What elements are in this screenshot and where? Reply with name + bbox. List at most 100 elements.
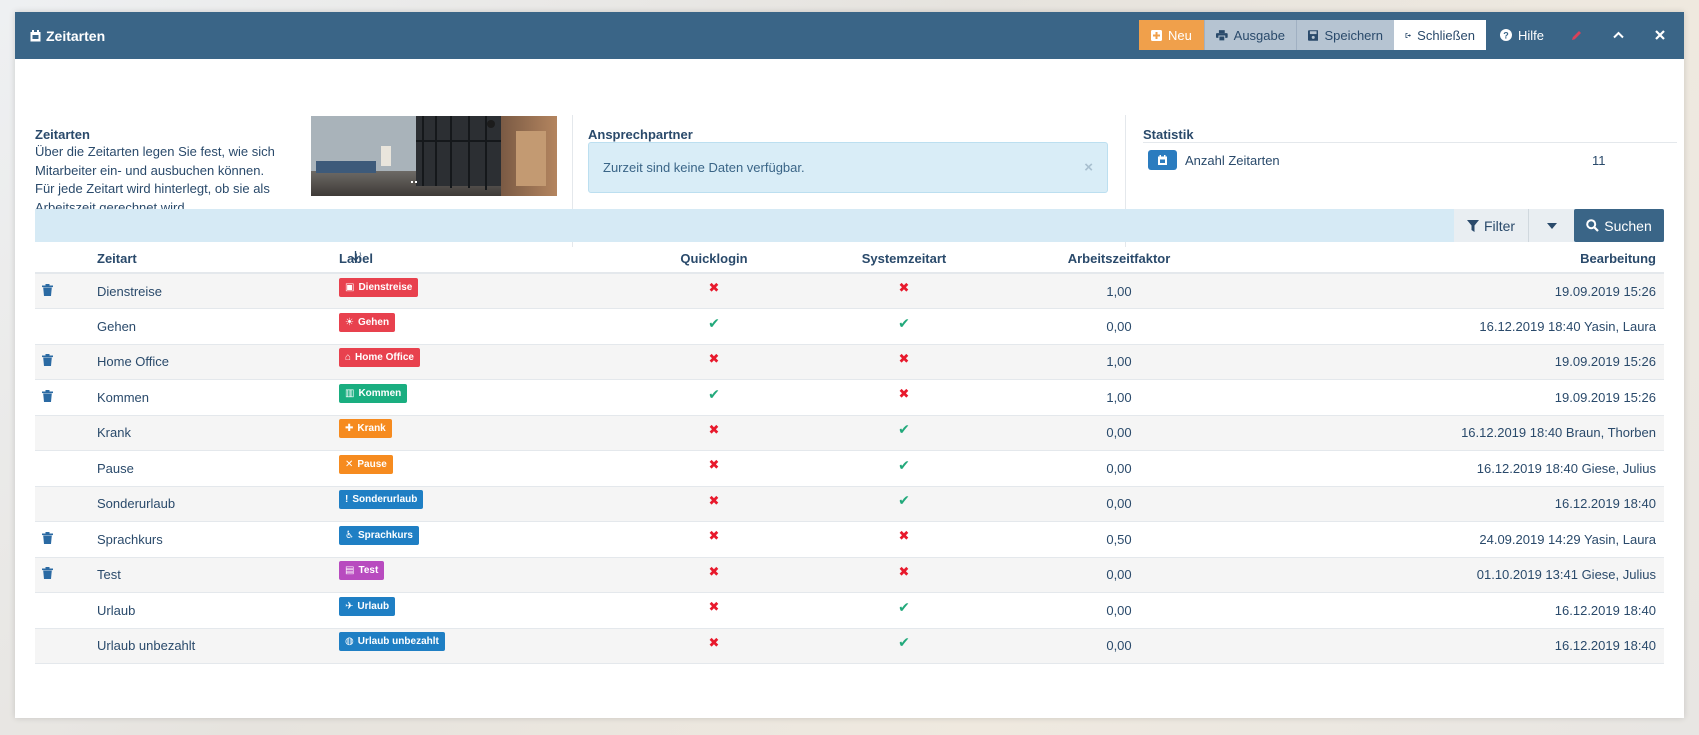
actions-cell — [35, 308, 97, 345]
trash-icon[interactable] — [42, 389, 53, 405]
check-icon: ✔ — [708, 314, 720, 331]
zeitart-cell: Kommen — [97, 379, 339, 416]
check-icon: ✔ — [708, 385, 720, 402]
zeitart-cell: Urlaub unbezahlt — [97, 628, 339, 664]
header-label[interactable]: Label — [339, 245, 619, 274]
table-row[interactable]: Kommen ▥ Kommen ✔ ✖ 1,00 19.09.2019 15:26 — [35, 379, 1664, 416]
table-row[interactable]: Test ▤ Test ✖ ✖ 0,00 01.10.2019 13:41 Giese, J… — [35, 557, 1664, 593]
quicklogin-cell: ✔ — [619, 308, 809, 345]
id-card-icon: ▤ — [345, 565, 355, 577]
quicklogin-cell: ✖ — [619, 273, 809, 309]
table-row[interactable]: Urlaub ✈ Urlaub ✖ ✔ 0,00 16.12.2019 18:40 — [35, 592, 1664, 629]
cross-icon: ✖ — [708, 350, 720, 366]
cross-icon: ✖ — [708, 563, 720, 579]
systemzeitart-cell: ✔ — [809, 308, 999, 345]
sign-out-icon — [1405, 32, 1411, 38]
filter-button[interactable]: Filter — [1454, 209, 1529, 242]
quicklogin-cell: ✖ — [619, 415, 809, 451]
cutlery-icon: ✕ — [345, 458, 354, 470]
table-row[interactable]: Pause ✕ Pause ✖ ✔ 0,00 16.12.2019 18:40 Giese,… — [35, 450, 1664, 487]
cross-icon: ✖ — [898, 386, 910, 402]
close-button[interactable] — [1642, 20, 1684, 50]
systemzeitart-cell: ✖ — [809, 557, 999, 593]
systemzeitart-cell: ✔ — [809, 592, 999, 629]
systemzeitart-cell: ✖ — [809, 521, 999, 558]
trash-icon[interactable] — [42, 531, 53, 547]
actions-cell — [35, 415, 97, 451]
table-row[interactable]: Home Office ⌂ Home Office ✖ ✖ 1,00 19.09.2019 … — [35, 344, 1664, 380]
arbeitszeitfaktor-cell: 0,50 — [999, 521, 1239, 558]
pencil-icon — [1571, 30, 1581, 40]
header-arbeitszeitfaktor[interactable]: Arbeitszeitfaktor — [999, 245, 1239, 274]
header-bearbeitung[interactable]: Bearbeitung — [1239, 245, 1664, 274]
actions-cell — [35, 557, 97, 593]
quicklogin-cell: ✖ — [619, 486, 809, 522]
bearbeitung-cell: 01.10.2019 13:41 Giese, Julius — [1239, 557, 1664, 593]
cross-icon: ✖ — [898, 280, 910, 295]
bearbeitung-cell: 16.12.2019 18:40 — [1239, 486, 1664, 522]
header-quicklogin[interactable]: Quicklogin — [619, 245, 809, 274]
header-systemzeitart[interactable]: Systemzeitart — [809, 245, 999, 274]
trash-icon[interactable] — [42, 283, 53, 299]
collapse-button[interactable] — [1600, 20, 1642, 50]
arbeitszeitfaktor-cell: 0,00 — [999, 592, 1239, 629]
table-row[interactable]: Sprachkurs ♿ Sprachkurs ✖ ✖ 0,50 24.09.2019 14… — [35, 521, 1664, 558]
zeitart-cell: Sprachkurs — [97, 521, 339, 558]
table-row[interactable]: Gehen ☀ Gehen ✔ ✔ 0,00 16.12.2019 18:40 Yasin,… — [35, 308, 1664, 345]
systemzeitart-cell: ✔ — [809, 628, 999, 664]
cross-icon: ✖ — [898, 563, 910, 579]
check-icon: ✔ — [898, 634, 910, 651]
help-button[interactable]: ? Hilfe — [1486, 20, 1558, 50]
actions-cell — [35, 344, 97, 380]
svg-text:?: ? — [1503, 31, 1509, 41]
table-row[interactable]: Sonderurlaub! Sonderurlaub ✖ ✔ 0,00 16.12.201… — [35, 486, 1664, 522]
label-cell: ◍ Urlaub unbezahlt — [339, 628, 619, 664]
no-data-alert: Zurzeit sind keine Daten verfügbar. × — [588, 142, 1108, 193]
zeitart-cell: Home Office — [97, 344, 339, 380]
chevron-up-icon — [1612, 31, 1624, 39]
edit-button[interactable] — [1558, 20, 1600, 50]
cross-icon: ✖ — [898, 528, 910, 544]
trash-icon[interactable] — [42, 354, 53, 369]
stats-divider — [1143, 142, 1677, 143]
globe-icon: ◍ — [345, 636, 354, 648]
save-button[interactable]: Speichern — [1295, 20, 1394, 50]
label-badge: ◍ Urlaub unbezahlt — [339, 632, 445, 652]
label-cell: ! Sonderurlaub — [339, 486, 619, 522]
trash-icon[interactable] — [42, 567, 53, 582]
label-badge: ! Sonderurlaub — [339, 490, 424, 510]
table-row[interactable]: Urlaub unbezahlt ◍ Urlaub unbezahlt ✖ ✔ 0,00 1… — [35, 628, 1664, 664]
filter-dropdown-button[interactable] — [1529, 209, 1574, 242]
quicklogin-cell: ✖ — [619, 344, 809, 380]
svg-text:1: 1 — [359, 252, 362, 257]
systemzeitart-cell: ✔ — [809, 415, 999, 451]
floppy-icon — [1307, 29, 1319, 41]
actions-cell — [35, 592, 97, 629]
close-window-button[interactable]: Schließen — [1393, 20, 1486, 50]
print-icon — [1215, 29, 1228, 41]
quicklogin-cell: ✔ — [619, 379, 809, 416]
actions-cell — [35, 273, 97, 309]
cross-icon: ✖ — [708, 280, 720, 295]
search-button[interactable]: Suchen — [1574, 209, 1664, 242]
label-badge: ✕ Pause — [339, 454, 393, 474]
arbeitszeitfaktor-cell: 0,00 — [999, 415, 1239, 451]
quicklogin-cell: ✖ — [619, 592, 809, 629]
zeitart-cell: Krank — [97, 415, 339, 451]
output-button[interactable]: Ausgabe — [1203, 20, 1296, 50]
table-row[interactable]: Dienstreise ▣ Dienstreise ✖ ✖ 1,00 19.09.2019 … — [35, 273, 1664, 309]
arbeitszeitfaktor-cell: 0,00 — [999, 308, 1239, 345]
systemzeitart-cell: ✔ — [809, 486, 999, 522]
close-icon — [1655, 30, 1665, 40]
new-button[interactable]: Neu — [1138, 20, 1204, 50]
bearbeitung-cell: 16.12.2019 18:40 Braun, Thorben — [1239, 415, 1664, 451]
table-row[interactable]: Krank ✚ Krank ✖ ✔ 0,00 16.12.2019 18:40 Braun,… — [35, 415, 1664, 451]
stat-row: Anzahl Zeitarten — [1148, 150, 1280, 170]
zeitart-cell: Pause — [97, 450, 339, 487]
calendar-icon — [1148, 150, 1177, 170]
cross-icon: ✖ — [708, 457, 720, 473]
close-alert-icon[interactable]: × — [1084, 159, 1093, 176]
